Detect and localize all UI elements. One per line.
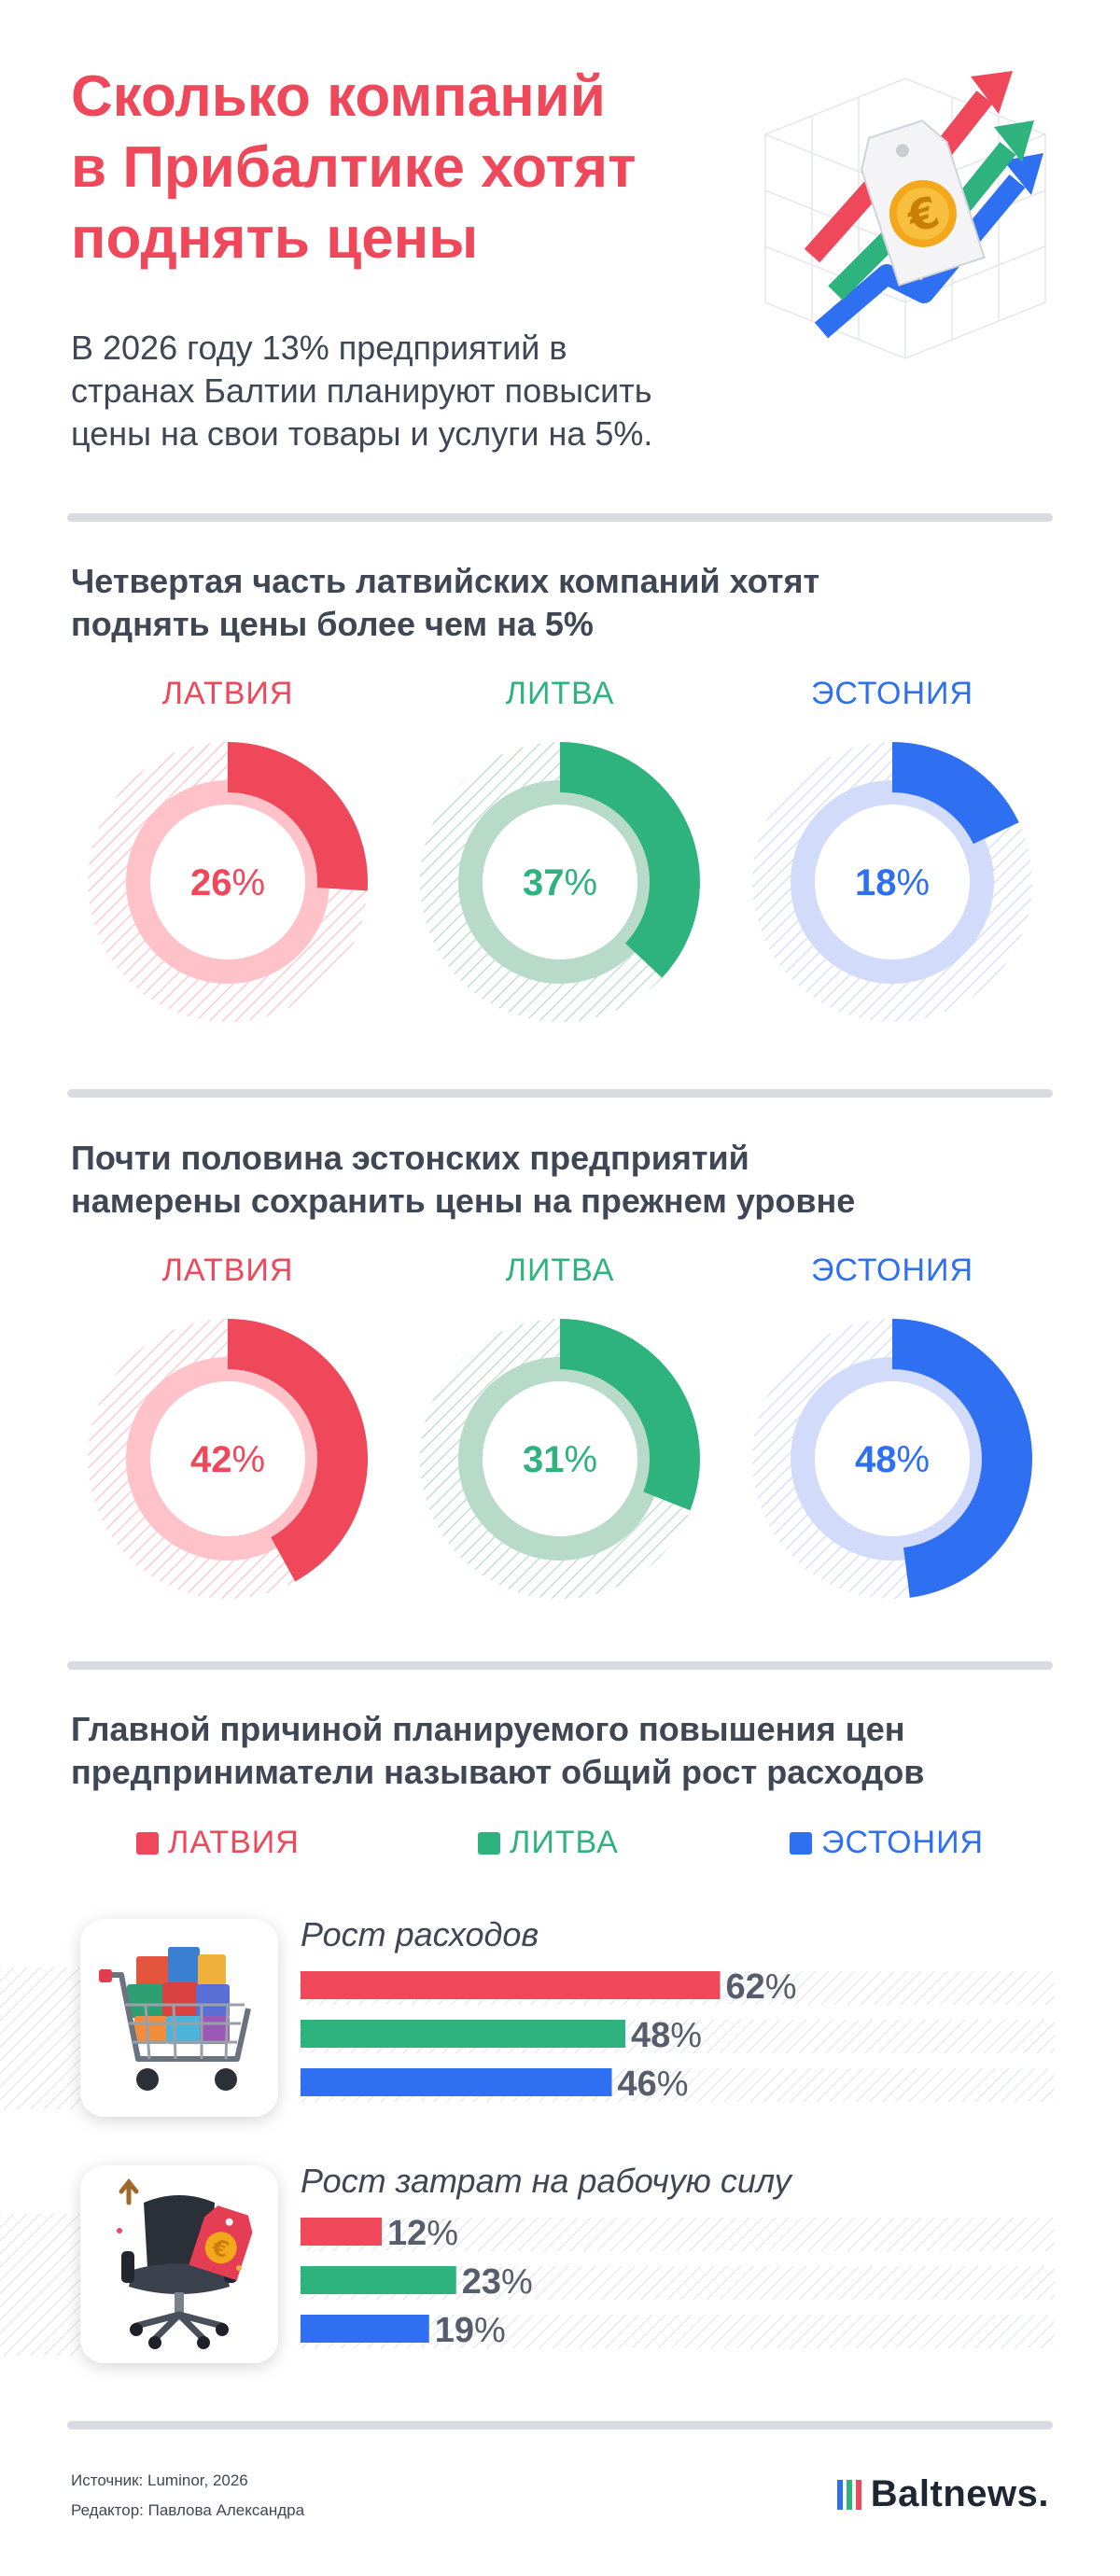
donut-slice-lithuania [560,742,700,978]
section-3-title: Главной причиной планируемого повышения … [71,1708,1060,1794]
section-2-title: Почти половина эстонских предприятий нам… [71,1137,1060,1223]
page-title: Сколько компаний в Прибалтике хотят подн… [71,62,724,274]
shopping-cart-icon [80,1919,278,2121]
source-text: Источник: Luminor, 2026 [71,2471,248,2489]
section-title-line: Почти половина эстонских предприятий [71,1139,749,1177]
title-line: поднять цены [71,206,479,271]
baltnews-logo: Baltnews. [836,2473,1049,2515]
office-chair-icon: € [80,2165,278,2368]
section-title-line: предприниматели называют общий рост расх… [71,1753,925,1791]
legend-label: ЛИТВА [510,1825,619,1860]
bar-value-label: 48% [631,2016,702,2055]
bar-value-label: 23% [462,2262,533,2302]
bar-category-label: Рост затрат на рабочую силу [301,2162,791,2200]
bar-value-label: 62% [726,1967,797,2007]
donut-value-label: 31% [523,1439,597,1480]
bar-estonia [301,2315,429,2343]
section-title-line: намерены сохранить цены на прежнем уровн… [71,1182,856,1220]
legend-swatch [790,1831,812,1855]
donut-value-label: 37% [523,862,597,903]
bar-chart: 62% 48% 46% 12% 23% 19% [0,1960,1120,2371]
title-line: Сколько компаний [71,64,606,129]
legend-swatch [478,1831,500,1855]
country-label-lithuania: ЛИТВА [505,676,615,711]
donut-latvia: 26% [88,742,368,1022]
country-label-latvia: ЛАТВИЯ [161,1253,294,1288]
bar-lithuania [301,2020,625,2048]
country-label-latvia: ЛАТВИЯ [161,676,294,711]
section-title-line: Четвертая часть латвийских компаний хотя… [71,562,820,600]
donut-value-label: 48% [855,1439,930,1480]
legend-item-lithuania: ЛИТВА [478,1825,619,1861]
divider [67,513,1053,522]
donut-lithuania: 31% [420,1319,701,1599]
donut-estonia: 48% [752,1319,1033,1599]
divider [67,1089,1053,1098]
donut-slice-lithuania [560,1319,701,1511]
legend-item-estonia: ЭСТОНИЯ [790,1825,984,1861]
bar-category-label: Рост расходов [301,1915,539,1953]
donut-hole [483,1381,637,1536]
country-label-lithuania: ЛИТВА [505,1253,615,1288]
donut-slice-latvia [228,742,368,891]
country-label-estonia: ЭСТОНИЯ [810,1253,974,1288]
lead-line: В 2026 году 13% предприятий в [71,329,567,367]
section-title-line: Главной причиной планируемого повышения … [71,1710,905,1748]
bar-latvia [301,2218,382,2246]
donut-hole [815,1381,970,1536]
growth-arrows-icon: € [747,60,1064,368]
bar-value-label: 12% [387,2214,458,2253]
lead-line: цены на свои товары и услуги на 5%. [71,414,653,453]
country-label-estonia: ЭСТОНИЯ [810,676,974,711]
donut-value-label: 26% [190,862,265,903]
bar-estonia [301,2068,612,2096]
bar-value-label: 46% [618,2065,689,2104]
section-title-line: поднять цены более чем на 5% [71,605,594,643]
lead-text: В 2026 году 13% предприятий в странах Ба… [71,327,836,455]
bar-latvia [301,1971,721,1999]
legend-item-latvia: ЛАТВИЯ [136,1825,300,1861]
donut-lithuania: 37% [420,742,700,1022]
donut-chart-1: 26% 37% 18% [0,728,1120,1036]
donut-slice-latvia [228,1319,369,1582]
donut-hole [150,1381,305,1536]
donut-chart-2: 42% 31% 48% [0,1305,1120,1613]
donut-slice-estonia [892,742,1019,845]
category-card-costs [80,1919,278,2117]
donut-hole [815,805,970,959]
legend-swatch [136,1831,159,1855]
donut-hole [150,805,305,959]
legend-label: ЛАТВИЯ [168,1825,300,1860]
donut-latvia: 42% [88,1319,369,1599]
divider [67,2421,1053,2429]
logo-bars-icon [836,2479,861,2510]
bar-value-label: 19% [435,2311,506,2350]
section-1-title: Четвертая часть латвийских компаний хотя… [71,560,1060,646]
title-line: в Прибалтике хотят [71,135,637,200]
lead-line: странах Балтии планируют повысить [71,371,652,410]
donut-value-label: 42% [190,1439,265,1480]
category-card-labor: € [80,2165,278,2363]
donut-slice-estonia [892,1319,1033,1598]
legend-label: ЭСТОНИЯ [821,1825,985,1860]
donut-hole [483,805,637,959]
logo-text: Baltnews. [870,2473,1049,2514]
divider [67,1661,1053,1670]
bar-lithuania [301,2266,456,2294]
donut-estonia: 18% [752,742,1032,1022]
editor-text: Редактор: Павлова Александра [71,2501,305,2519]
donut-value-label: 18% [855,862,930,903]
